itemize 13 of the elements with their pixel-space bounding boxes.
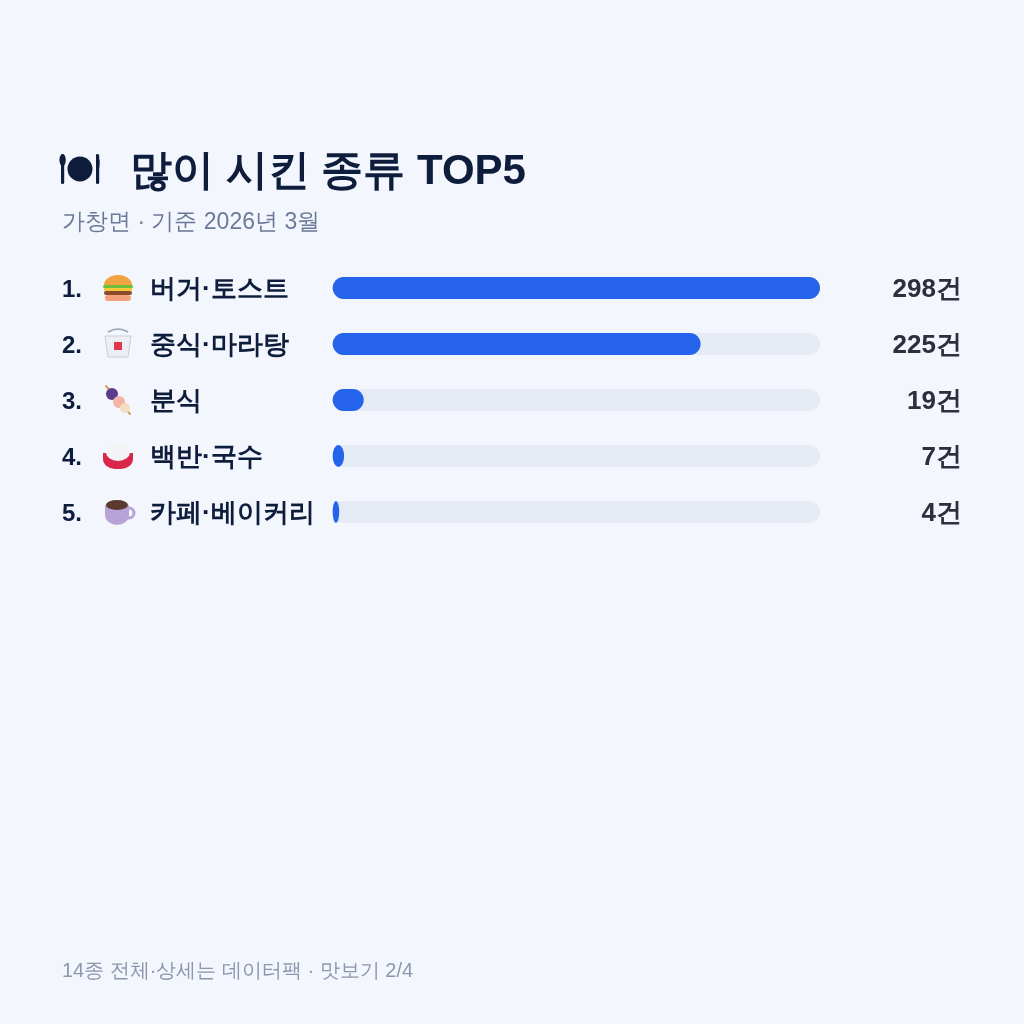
category-label: 3. 분식 <box>62 385 202 415</box>
category-label: 4. 백반·국수 <box>62 441 263 471</box>
data-label: 298건 <box>892 273 962 303</box>
data-label: 225건 <box>892 329 962 359</box>
data-label: 4건 <box>921 497 962 527</box>
category-label: 5. 카페·베이커리 <box>62 497 315 527</box>
text: 14종 전체·상세는 데이터팩 · 맛보기 2/4 <box>62 959 414 981</box>
data-label: 7건 <box>921 441 962 471</box>
chart-title: 많이 시킨 종류 TOP5 <box>130 146 526 193</box>
category-label: 1. 버거·토스트 <box>62 273 289 303</box>
data-label: 19건 <box>907 385 962 415</box>
category-label: 2. 중식·마라탕 <box>62 329 289 359</box>
chart-subtitle: 가창면 · 기준 2026년 3월 <box>62 208 321 234</box>
